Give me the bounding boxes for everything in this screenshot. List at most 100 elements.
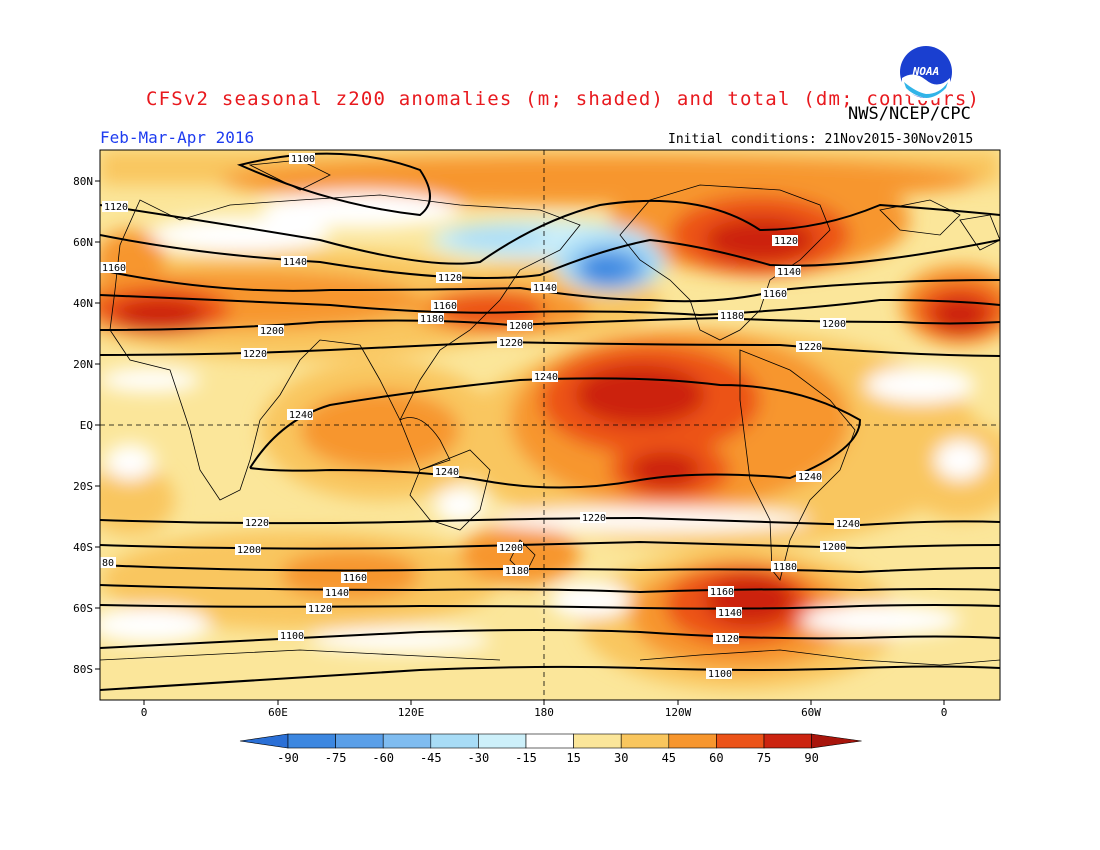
svg-text:1120: 1120	[104, 202, 128, 213]
colorbar-swatch	[335, 733, 384, 749]
lat-tick-label: 20S	[73, 480, 93, 493]
contour-label: 1180	[503, 565, 529, 577]
contour-label: 1160	[341, 572, 367, 584]
colorbar-label: -30	[468, 751, 490, 765]
contour-label: 1120	[772, 235, 798, 247]
svg-text:1220: 1220	[798, 342, 822, 353]
colorbar-swatch	[620, 733, 670, 749]
svg-text:1120: 1120	[774, 236, 798, 247]
contour-label: 1240	[532, 371, 558, 383]
contour-label: 1120	[436, 272, 462, 284]
colorbar-label: 30	[614, 751, 628, 765]
svg-text:1140: 1140	[777, 267, 801, 278]
colorbar-arrow-right	[811, 733, 862, 749]
svg-text:1240: 1240	[534, 372, 558, 383]
contour-label: 1160	[708, 586, 734, 598]
contour-label: 1140	[281, 256, 307, 268]
contour-label: 1240	[834, 518, 860, 530]
colorbar-label: 15	[566, 751, 580, 765]
svg-text:1240: 1240	[289, 410, 313, 421]
contour-label: 1180	[771, 561, 797, 573]
contour-label: 1200	[235, 544, 261, 556]
contour-label: 1180	[718, 310, 744, 322]
contour-label: 1240	[287, 409, 313, 421]
logo-text: NOAA	[912, 65, 940, 78]
svg-text:1100: 1100	[280, 631, 304, 642]
season-label: Feb-Mar-Apr 2016	[100, 128, 255, 147]
contour-label: 1100	[289, 153, 315, 165]
lat-tick-label: 40N	[73, 297, 93, 310]
svg-text:1220: 1220	[243, 349, 267, 360]
lat-tick-label: 80N	[73, 175, 93, 188]
lon-tick-label: 0	[141, 706, 148, 719]
colorbar-swatch	[668, 733, 717, 749]
noaa-logo-icon: NOAA	[897, 43, 955, 101]
contour-label: 1140	[775, 266, 801, 278]
colorbar-swatch	[763, 733, 812, 749]
svg-text:1160: 1160	[710, 587, 734, 598]
svg-text:1140: 1140	[533, 283, 557, 294]
colorbar-swatch	[573, 733, 622, 749]
contour-label: 80	[100, 557, 116, 569]
svg-text:1200: 1200	[509, 321, 533, 332]
contour-label: 1140	[531, 282, 557, 294]
svg-text:1220: 1220	[499, 338, 523, 349]
colorbar-swatch	[478, 733, 527, 749]
svg-text:1140: 1140	[325, 588, 349, 599]
svg-text:1240: 1240	[435, 467, 459, 478]
contour-label: 1220	[580, 512, 606, 524]
lon-tick-label: 60W	[801, 706, 821, 719]
contour-label: 1160	[100, 262, 126, 274]
longitude-axis: 0 60E 120E 180 120W 60W 0	[141, 700, 948, 719]
lon-tick-label: 120E	[398, 706, 425, 719]
contour-label: 1100	[278, 630, 304, 642]
colorbar-label: -45	[420, 751, 442, 765]
latitude-axis: 80N 60N 40N 20N EQ 20S 40S 60S 80S	[73, 175, 100, 676]
contour-label: 1220	[243, 517, 269, 529]
svg-text:1200: 1200	[822, 319, 846, 330]
agency-label: NWS/NCEP/CPC	[848, 104, 971, 124]
svg-text:1120: 1120	[308, 604, 332, 615]
lat-tick-label: 60S	[73, 602, 93, 615]
colorbar-arrow-left	[239, 733, 289, 749]
svg-text:1240: 1240	[836, 519, 860, 530]
contour-label: 1200	[820, 318, 846, 330]
svg-text:1200: 1200	[499, 543, 523, 554]
contour-label: 1140	[716, 607, 742, 619]
initial-conditions-label: Initial conditions: 21Nov2015-30Nov2015	[668, 132, 974, 147]
svg-text:80: 80	[102, 558, 114, 569]
colorbar-label: 45	[662, 751, 676, 765]
colorbar-swatch	[382, 733, 432, 749]
contour-label: 1120	[102, 201, 128, 213]
contour-label: 1120	[713, 633, 739, 645]
contour-label: 1220	[241, 348, 267, 360]
colorbar-swatch	[430, 733, 479, 749]
svg-text:1240: 1240	[798, 472, 822, 483]
colorbar-label: -90	[277, 751, 299, 765]
lon-tick-label: 60E	[268, 706, 288, 719]
contour-label: 1120	[306, 603, 332, 615]
contour-label: 1100	[706, 668, 732, 680]
colorbar-swatch	[525, 733, 574, 749]
lon-tick-label: 0	[941, 706, 948, 719]
lat-tick-label: 20N	[73, 358, 93, 371]
contour-label: 1240	[433, 466, 459, 478]
contour-label: 1200	[258, 325, 284, 337]
svg-text:1160: 1160	[102, 263, 126, 274]
contour-label: 1200	[507, 320, 533, 332]
lon-tick-label: 120W	[665, 706, 692, 719]
lat-tick-label: EQ	[80, 419, 93, 432]
contour-label: 1160	[761, 288, 787, 300]
contour-label: 1220	[796, 341, 822, 353]
contour-label: 1160	[431, 300, 457, 312]
svg-text:1200: 1200	[237, 545, 261, 556]
svg-text:1200: 1200	[260, 326, 284, 337]
svg-text:1180: 1180	[720, 311, 744, 322]
svg-text:1160: 1160	[433, 301, 457, 312]
svg-text:1220: 1220	[582, 513, 606, 524]
contour-labels: 1100 1120 1160 1140 1120 1140 1160 1180 …	[100, 153, 860, 680]
svg-text:1100: 1100	[708, 669, 732, 680]
svg-text:1100: 1100	[291, 154, 315, 165]
lon-tick-label: 180	[534, 706, 554, 719]
